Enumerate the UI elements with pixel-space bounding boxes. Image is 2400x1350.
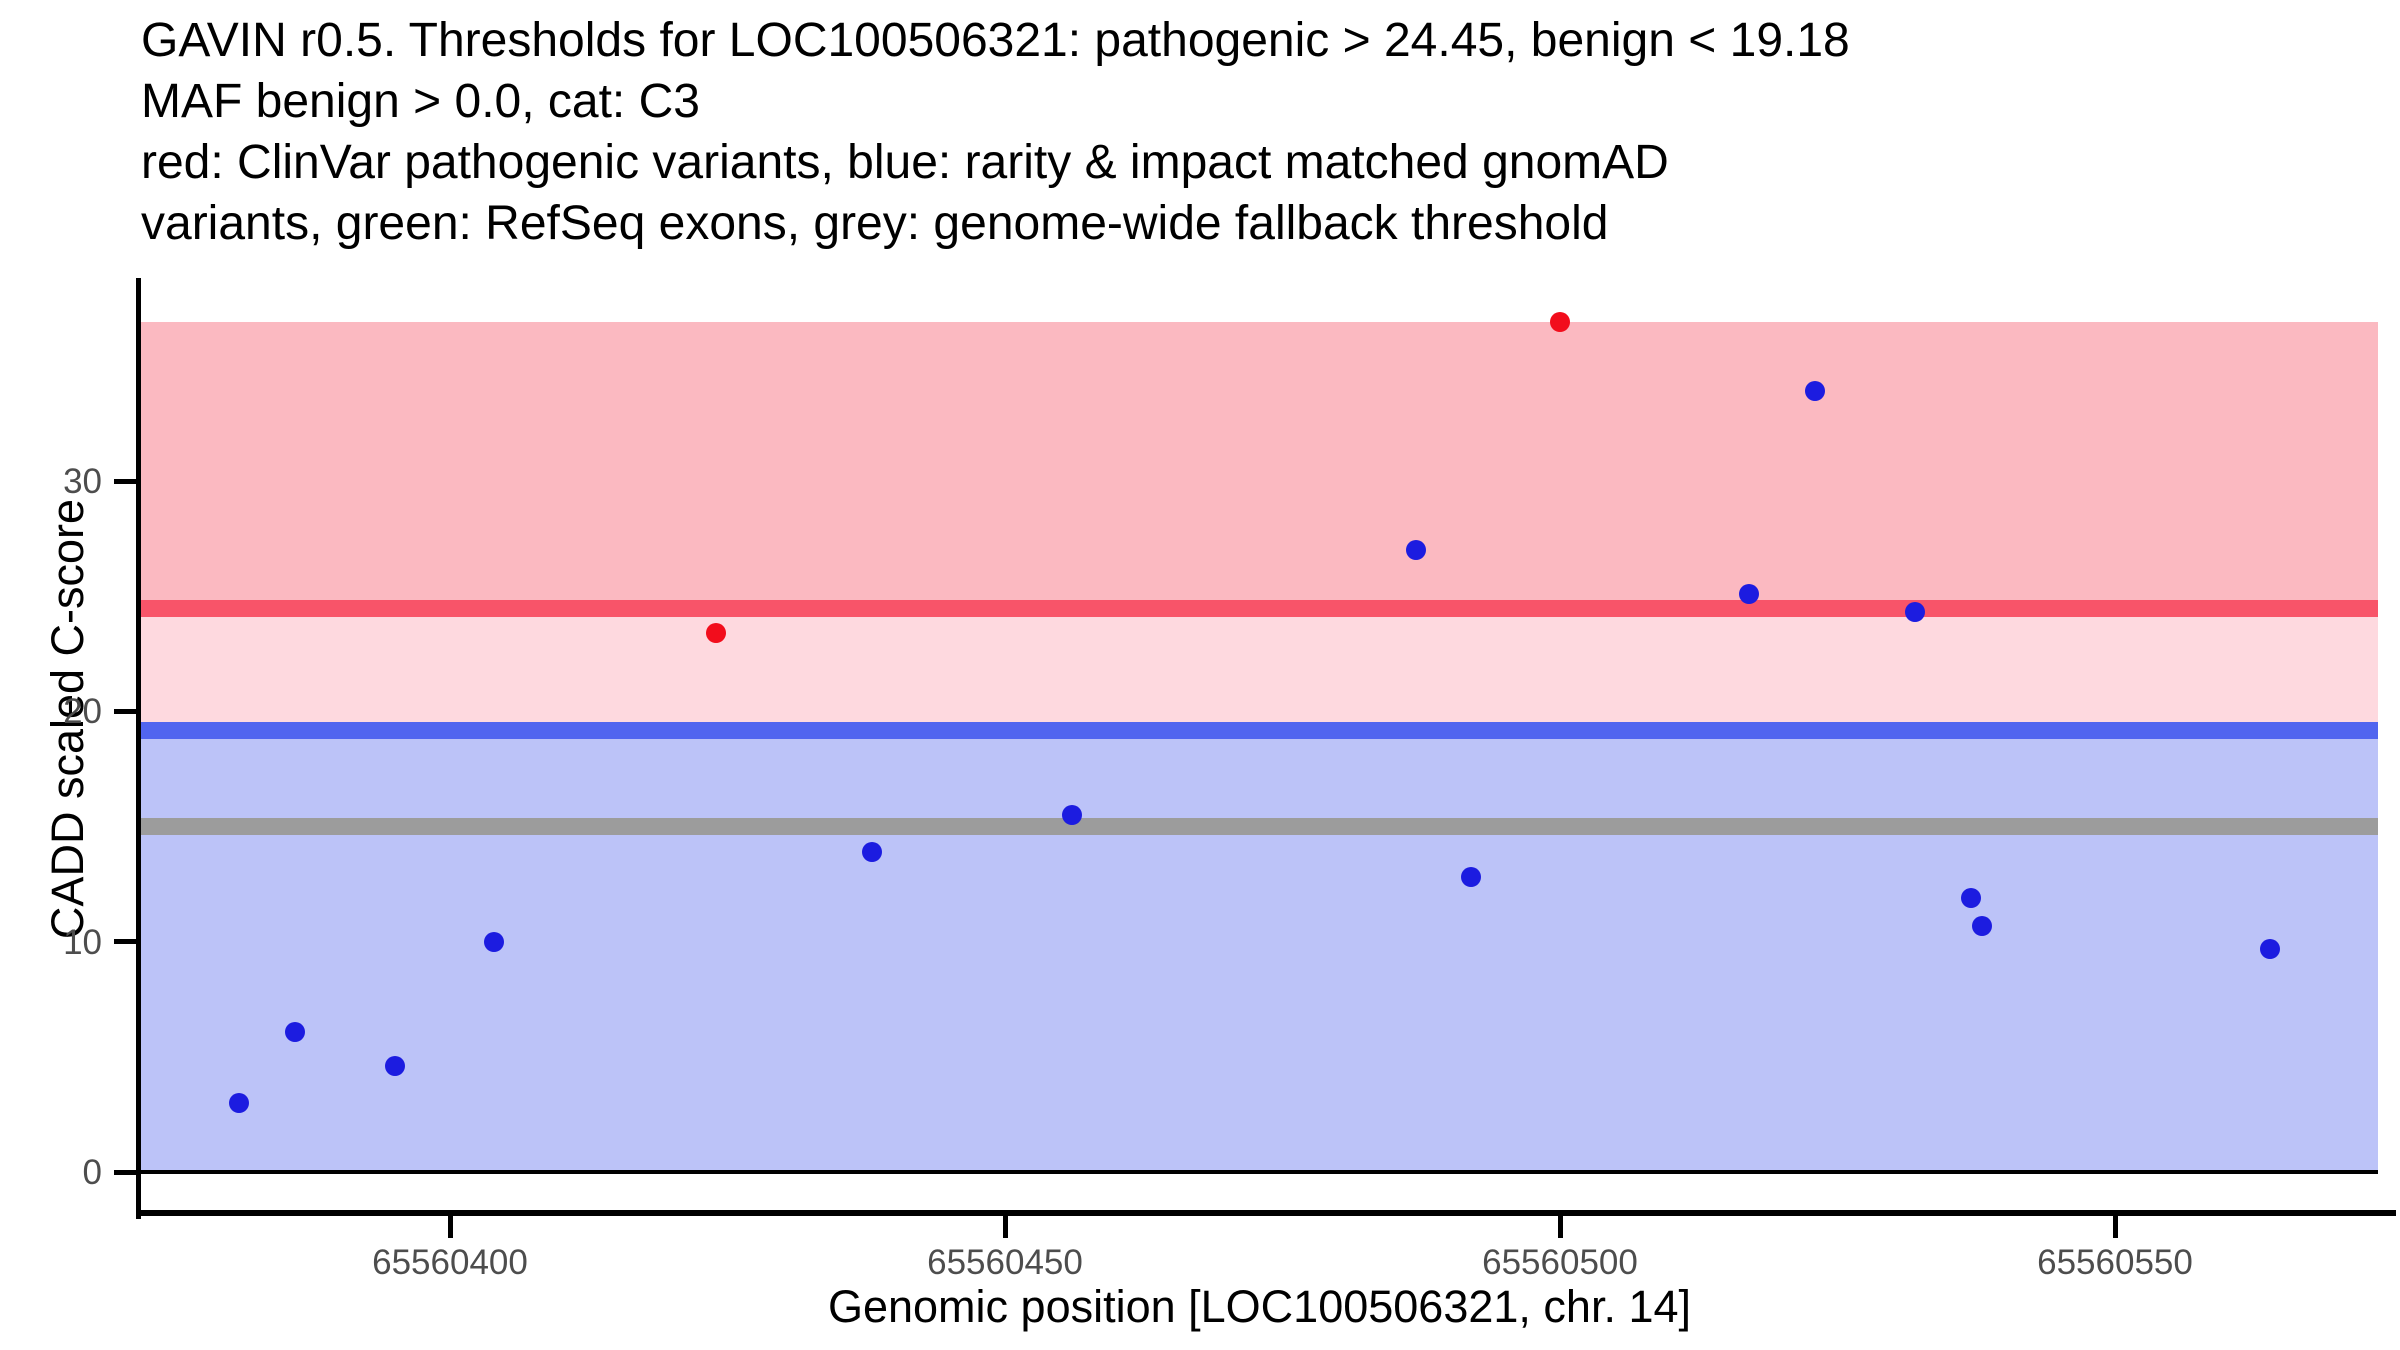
data-point-blue bbox=[1905, 602, 1926, 623]
data-point-blue bbox=[1960, 887, 1981, 908]
data-point-blue bbox=[1461, 867, 1482, 888]
plot-title-line-3: red: ClinVar pathogenic variants, blue: … bbox=[141, 136, 1669, 189]
data-point-red bbox=[1550, 312, 1570, 333]
y-tick-label: 30 bbox=[63, 462, 102, 502]
y-tick bbox=[114, 478, 136, 484]
y-tick-label: 0 bbox=[82, 1153, 102, 1192]
band-pathogenic-region bbox=[141, 322, 2378, 609]
plot-title-line-1: GAVIN r0.5. Thresholds for LOC100506321:… bbox=[141, 14, 1850, 67]
plot-title-line-4: variants, green: RefSeq exons, grey: gen… bbox=[141, 197, 1609, 250]
band-benign-region bbox=[141, 730, 2378, 1172]
data-point-red bbox=[706, 623, 727, 644]
data-point-blue bbox=[484, 931, 505, 952]
x-tick bbox=[1002, 1216, 1008, 1238]
plot-title: GAVIN r0.5. Thresholds for LOC100506321:… bbox=[141, 10, 1850, 254]
y-tick bbox=[114, 939, 136, 945]
threshold-line-pathogenic bbox=[141, 600, 2378, 618]
x-tick bbox=[2112, 1216, 2118, 1238]
y-tick-label: 10 bbox=[63, 922, 102, 962]
threshold-line-benign bbox=[141, 721, 2378, 739]
y-tick-label: 20 bbox=[63, 692, 102, 732]
data-point-blue bbox=[1738, 583, 1759, 604]
data-point-blue bbox=[384, 1056, 405, 1077]
x-tick bbox=[1557, 1216, 1563, 1238]
x-tick-label: 65560500 bbox=[1482, 1243, 1638, 1282]
y-tick bbox=[114, 708, 136, 714]
x-axis-line bbox=[136, 1210, 2396, 1216]
threshold-line-fallback bbox=[141, 818, 2378, 835]
data-point-blue bbox=[1805, 381, 1826, 402]
data-point-blue bbox=[1971, 915, 1992, 936]
data-point-blue bbox=[1061, 805, 1082, 825]
x-axis-title: Genomic position [LOC100506321, chr. 14] bbox=[827, 1281, 1692, 1332]
y-axis-line bbox=[136, 278, 141, 1219]
y-tick bbox=[114, 1169, 136, 1175]
x-tick-label: 65560450 bbox=[927, 1243, 1083, 1282]
data-point-blue bbox=[1405, 540, 1426, 561]
data-point-blue bbox=[284, 1021, 305, 1042]
data-point-blue bbox=[2260, 938, 2281, 959]
band-intermediate-region bbox=[141, 608, 2378, 731]
x-tick-label: 65560400 bbox=[372, 1243, 528, 1282]
threshold-line-zero-baseline bbox=[141, 1170, 2378, 1174]
data-point-blue bbox=[229, 1092, 250, 1113]
x-tick-label: 65560550 bbox=[2037, 1243, 2193, 1282]
data-point-blue bbox=[861, 841, 882, 862]
x-tick bbox=[447, 1216, 453, 1238]
plot-title-line-2: MAF benign > 0.0, cat: C3 bbox=[141, 75, 700, 128]
